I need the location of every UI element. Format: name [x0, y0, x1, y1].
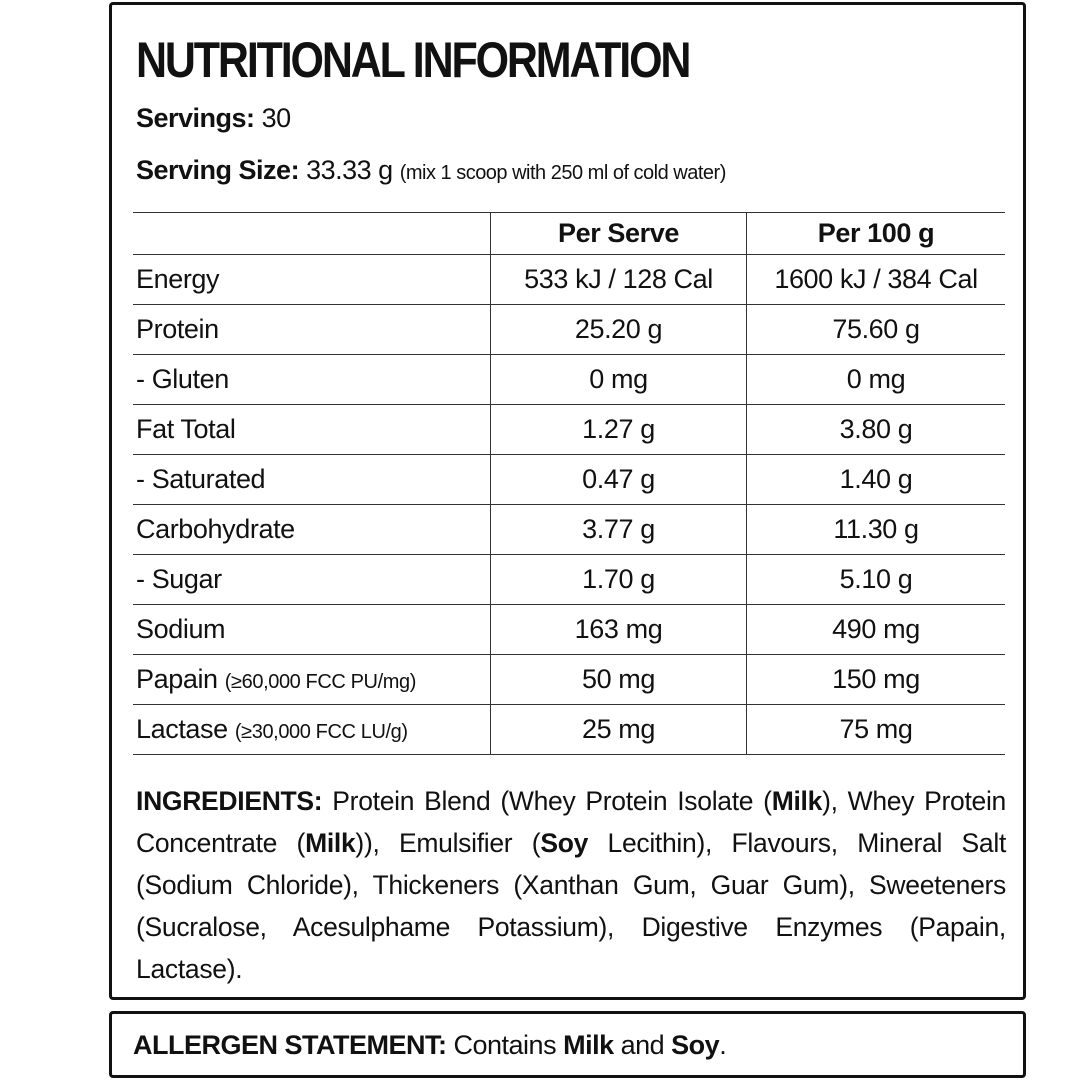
allergen-part: and	[613, 1030, 672, 1060]
nutrient-label: Sodium	[136, 614, 226, 644]
header-empty	[133, 212, 491, 255]
nutrient-name: Protein	[133, 304, 491, 355]
per-100g-value: 1.40 g	[746, 454, 1005, 505]
nutrient-label: Papain	[136, 664, 218, 694]
per-serve-value: 0.47 g	[490, 454, 747, 505]
per-serve-value: 25 mg	[490, 704, 747, 755]
ingredients-part: Lecithin), Flavours, Mineral Salt (Sodiu…	[136, 828, 1007, 984]
per-serve-value: 25.20 g	[490, 304, 747, 355]
table-row: - Sugar 1.70 g 5.10 g	[133, 554, 1005, 605]
per-serve-value: 1.27 g	[490, 404, 747, 455]
servings-line: Servings: 30	[136, 103, 291, 134]
nutrient-label: Protein	[136, 314, 219, 344]
allergen-highlight: Soy	[671, 1030, 720, 1060]
servings-value: 30	[261, 103, 292, 133]
nutrient-name: Lactase (≥30,000 FCC LU/g)	[133, 704, 491, 755]
servings-label: Servings:	[136, 103, 255, 133]
per-100g-value: 0 mg	[746, 354, 1005, 405]
serving-size-label: Serving Size:	[136, 155, 300, 185]
nutrient-label: - Saturated	[136, 464, 266, 494]
nutrient-name: - Gluten	[133, 354, 491, 405]
allergen-part: Contains	[446, 1030, 564, 1060]
per-100g-value: 1600 kJ / 384 Cal	[746, 254, 1005, 305]
per-serve-value: 3.77 g	[490, 504, 747, 555]
allergen-highlight: Milk	[305, 828, 356, 858]
nutrient-label: Lactase	[136, 714, 228, 744]
table-row: Protein 25.20 g 75.60 g	[133, 304, 1005, 355]
nutrient-name: - Saturated	[133, 454, 491, 505]
per-100g-value: 5.10 g	[746, 554, 1005, 605]
table-header-row: Per Serve Per 100 g	[133, 212, 1005, 255]
nutrition-panel: NUTRITIONAL INFORMATION Servings: 30 Ser…	[109, 2, 1026, 1000]
nutrient-label: - Sugar	[136, 564, 222, 594]
per-100g-value: 75.60 g	[746, 304, 1005, 355]
per-serve-value: 1.70 g	[490, 554, 747, 605]
table-row: Sodium 163 mg 490 mg	[133, 604, 1005, 655]
nutrient-name: Carbohydrate	[133, 504, 491, 555]
table-row: - Gluten 0 mg 0 mg	[133, 354, 1005, 405]
table-row: Carbohydrate 3.77 g 11.30 g	[133, 504, 1005, 555]
allergen-highlight: Milk	[563, 1030, 614, 1060]
nutrient-note: (≥30,000 FCC LU/g)	[234, 721, 408, 743]
nutrition-table: Per Serve Per 100 g Energy 533 kJ / 128 C…	[133, 212, 1005, 755]
header-per-serve: Per Serve	[490, 212, 747, 255]
ingredients-part: ), Whey Protein Concentrate (	[136, 786, 1006, 858]
serving-size-value: 33.33 g	[306, 155, 393, 185]
per-100g-value: 150 mg	[746, 654, 1005, 705]
per-100g-value: 490 mg	[746, 604, 1005, 655]
ingredients-part: Protein Blend (Whey Protein Isolate (	[322, 786, 772, 816]
serving-size-line: Serving Size: 33.33 g (mix 1 scoop with …	[136, 155, 726, 186]
table-row: Energy 533 kJ / 128 Cal 1600 kJ / 384 Cal	[133, 254, 1005, 305]
table-row: Papain (≥60,000 FCC PU/mg) 50 mg 150 mg	[133, 654, 1005, 705]
table-row: Fat Total 1.27 g 3.80 g	[133, 404, 1005, 455]
allergen-part: .	[719, 1030, 727, 1060]
ingredients-label: INGREDIENTS:	[136, 786, 323, 816]
page-title: NUTRITIONAL INFORMATION	[136, 32, 691, 88]
allergen-label: ALLERGEN STATEMENT:	[133, 1030, 447, 1060]
table-row: - Saturated 0.47 g 1.40 g	[133, 454, 1005, 505]
table-row: Lactase (≥30,000 FCC LU/g) 25 mg 75 mg	[133, 704, 1005, 755]
ingredients-part: )), Emulsifier (	[355, 828, 541, 858]
nutrient-label: Carbohydrate	[136, 514, 295, 544]
nutrient-name: Energy	[133, 254, 491, 305]
nutrient-name: Fat Total	[133, 404, 491, 455]
nutrient-name: Papain (≥60,000 FCC PU/mg)	[133, 654, 491, 705]
per-serve-value: 533 kJ / 128 Cal	[490, 254, 747, 305]
per-100g-value: 11.30 g	[746, 504, 1005, 555]
per-100g-value: 3.80 g	[746, 404, 1005, 455]
allergen-highlight: Soy	[540, 828, 589, 858]
nutrient-name: Sodium	[133, 604, 491, 655]
serving-size-note: (mix 1 scoop with 250 ml of cold water)	[399, 162, 727, 184]
per-serve-value: 163 mg	[490, 604, 747, 655]
allergen-statement: ALLERGEN STATEMENT: Contains Milk and So…	[133, 1030, 727, 1061]
nutrient-label: Energy	[136, 264, 220, 294]
allergen-panel: ALLERGEN STATEMENT: Contains Milk and So…	[109, 1011, 1026, 1078]
nutrient-label: Fat Total	[136, 414, 236, 444]
per-100g-value: 75 mg	[746, 704, 1005, 755]
header-per-100g: Per 100 g	[746, 212, 1005, 255]
per-serve-value: 50 mg	[490, 654, 747, 705]
nutrient-name: - Sugar	[133, 554, 491, 605]
ingredients-text: INGREDIENTS: Protein Blend (Whey Protein…	[136, 780, 1006, 990]
nutrient-note: (≥60,000 FCC PU/mg)	[224, 671, 417, 693]
nutrient-label: - Gluten	[136, 364, 229, 394]
per-serve-value: 0 mg	[490, 354, 747, 405]
allergen-highlight: Milk	[771, 786, 823, 816]
